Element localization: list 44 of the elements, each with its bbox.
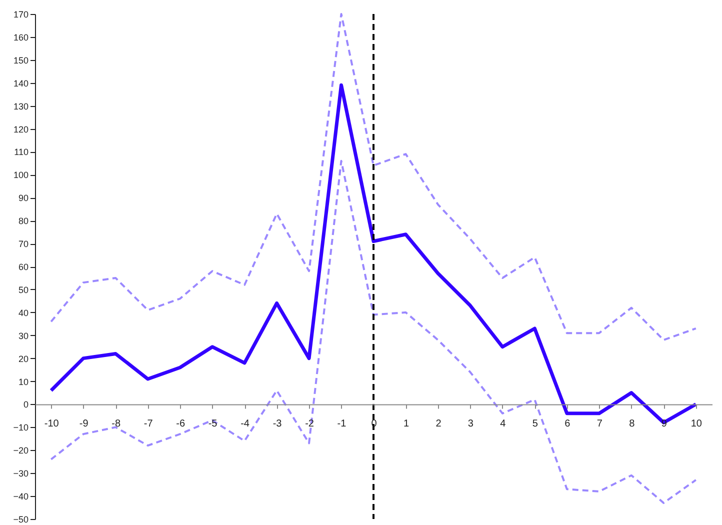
y-tick-label: −30 xyxy=(13,468,28,479)
y-tick-label: 160 xyxy=(13,32,28,42)
x-tick-label: -9 xyxy=(79,418,89,430)
x-tick-label: 4 xyxy=(500,418,506,430)
y-tick-label: −50 xyxy=(13,514,28,524)
x-tick-label: -5 xyxy=(208,418,218,430)
y-tick-label: 150 xyxy=(13,55,28,66)
y-tick-label: −10 xyxy=(13,422,28,433)
y-tick-label: 100 xyxy=(13,170,28,180)
y-tick-label: −20 xyxy=(13,446,28,456)
x-tick-label: -6 xyxy=(176,418,186,430)
x-tick-label: 0 xyxy=(371,418,378,430)
x-tick-label: 5 xyxy=(532,418,538,430)
y-tick-label: 130 xyxy=(13,101,28,112)
y-tick-label: 0 xyxy=(23,400,28,410)
y-tick-label: −40 xyxy=(13,492,28,502)
y-tick-label: 50 xyxy=(18,284,28,295)
x-tick-label: -8 xyxy=(112,418,121,430)
x-tick-label: -10 xyxy=(44,418,60,430)
y-tick-label: 140 xyxy=(13,78,28,88)
line-series xyxy=(50,13,697,341)
x-tick-label: -1 xyxy=(337,418,347,430)
x-tick-label: 6 xyxy=(564,418,571,430)
y-tick-label: 120 xyxy=(13,124,28,134)
x-tick-label: -3 xyxy=(272,418,282,430)
y-tick-label: 80 xyxy=(18,216,28,226)
y-tick-label: 90 xyxy=(18,193,28,204)
y-tick-label: 170 xyxy=(13,10,28,20)
x-tick-label: 7 xyxy=(596,418,603,430)
y-tick-label: 110 xyxy=(14,147,28,158)
x-tick-label: 2 xyxy=(436,418,442,430)
x-tick-label: -4 xyxy=(240,418,250,430)
y-tick-label: 10 xyxy=(18,376,28,387)
x-tick-label: -7 xyxy=(144,418,154,430)
y-tick-label: 40 xyxy=(18,308,28,318)
x-tick-label: 10 xyxy=(690,418,702,430)
x-tick-label: 1 xyxy=(403,418,410,430)
y-tick-label: 20 xyxy=(18,354,28,364)
x-tick-label: 8 xyxy=(629,418,636,430)
y-tick-label: 30 xyxy=(18,330,28,341)
x-tick-label: -2 xyxy=(305,418,314,430)
x-tick-label: 3 xyxy=(468,418,474,430)
y-tick-label: 60 xyxy=(18,262,28,272)
y-tick-label: 70 xyxy=(18,239,28,250)
